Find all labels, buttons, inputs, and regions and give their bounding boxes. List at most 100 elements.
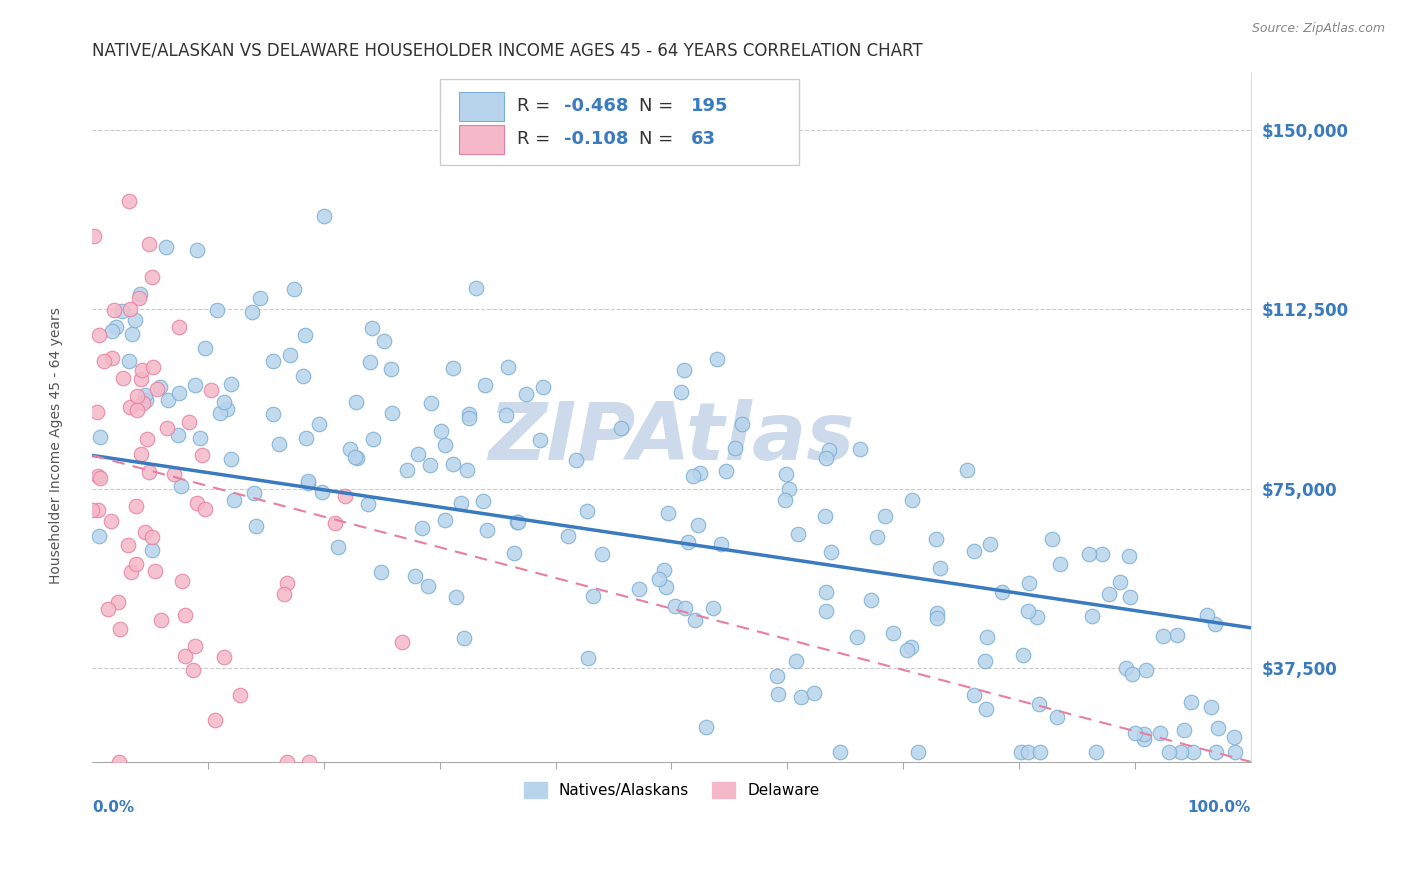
Point bbox=[1025, 610, 1047, 624]
Point bbox=[1018, 575, 1040, 590]
Point bbox=[361, 432, 384, 446]
Point bbox=[89, 471, 111, 485]
Point bbox=[706, 352, 728, 367]
Point bbox=[344, 394, 367, 409]
Point bbox=[83, 228, 105, 243]
Point bbox=[477, 523, 499, 537]
Point bbox=[419, 396, 441, 410]
Point bbox=[531, 380, 554, 394]
Point bbox=[87, 469, 110, 483]
Point bbox=[212, 395, 235, 409]
Point bbox=[505, 515, 527, 529]
Point bbox=[134, 388, 156, 402]
Point bbox=[787, 527, 810, 541]
Point bbox=[974, 654, 997, 668]
Point bbox=[648, 572, 671, 586]
Point bbox=[150, 613, 173, 627]
Text: 195: 195 bbox=[692, 97, 728, 115]
Point bbox=[136, 432, 159, 446]
Point bbox=[683, 613, 706, 627]
Point bbox=[380, 361, 402, 376]
Point bbox=[956, 462, 979, 476]
Point bbox=[882, 626, 904, 640]
Point bbox=[155, 240, 177, 254]
Point bbox=[873, 509, 896, 524]
Point bbox=[1123, 726, 1146, 740]
Text: Householder Income Ages 45 - 64 years: Householder Income Ages 45 - 64 years bbox=[49, 308, 63, 584]
Point bbox=[1159, 745, 1181, 759]
Point bbox=[243, 486, 266, 500]
Point bbox=[859, 593, 882, 607]
Point bbox=[1081, 609, 1104, 624]
Bar bbox=[460, 125, 503, 153]
Point bbox=[925, 532, 948, 546]
Point bbox=[416, 579, 439, 593]
Point bbox=[93, 353, 115, 368]
Bar bbox=[460, 92, 503, 120]
Point bbox=[333, 489, 356, 503]
Point bbox=[927, 611, 949, 625]
Point bbox=[101, 351, 124, 366]
Point bbox=[502, 546, 524, 560]
Point bbox=[419, 458, 441, 472]
Text: N =: N = bbox=[638, 130, 679, 148]
Point bbox=[143, 564, 166, 578]
Point bbox=[1109, 575, 1132, 590]
Point bbox=[1028, 698, 1050, 712]
Point bbox=[117, 538, 139, 552]
Point bbox=[283, 282, 305, 296]
Point bbox=[125, 389, 148, 403]
Legend: Natives/Alaskans, Delaware: Natives/Alaskans, Delaware bbox=[516, 774, 827, 805]
Point bbox=[820, 545, 842, 559]
Point bbox=[929, 561, 952, 575]
Point bbox=[105, 320, 128, 334]
Point bbox=[628, 582, 651, 596]
Point bbox=[430, 424, 453, 438]
Point bbox=[146, 383, 169, 397]
Point bbox=[456, 463, 478, 477]
Point bbox=[118, 353, 141, 368]
Point bbox=[89, 430, 111, 444]
Text: NATIVE/ALASKAN VS DELAWARE HOUSEHOLDER INCOME AGES 45 - 64 YEARS CORRELATION CHA: NATIVE/ALASKAN VS DELAWARE HOUSEHOLDER I… bbox=[93, 42, 922, 60]
Text: ZIPAtlas: ZIPAtlas bbox=[488, 399, 855, 477]
Point bbox=[1017, 745, 1039, 759]
Point bbox=[138, 465, 160, 479]
Point bbox=[120, 301, 142, 316]
Point bbox=[672, 363, 695, 377]
Point bbox=[1091, 547, 1114, 561]
Point bbox=[141, 543, 163, 558]
Point bbox=[125, 557, 148, 571]
Point bbox=[508, 515, 530, 529]
Point bbox=[135, 393, 157, 408]
Point bbox=[298, 755, 321, 769]
Point bbox=[141, 530, 163, 544]
Point bbox=[814, 585, 837, 599]
Point bbox=[907, 745, 929, 759]
Point bbox=[121, 326, 143, 341]
Point bbox=[186, 243, 208, 257]
Point bbox=[576, 650, 599, 665]
Point bbox=[128, 286, 150, 301]
Point bbox=[1132, 732, 1154, 747]
Point bbox=[773, 493, 796, 508]
Point bbox=[181, 663, 204, 677]
Point bbox=[979, 537, 1001, 551]
Point bbox=[1205, 745, 1227, 759]
Point bbox=[120, 565, 142, 579]
Point bbox=[1012, 648, 1035, 662]
Point bbox=[790, 690, 813, 705]
Point bbox=[163, 467, 186, 481]
Point bbox=[453, 632, 475, 646]
Point bbox=[142, 360, 165, 375]
Text: 0.0%: 0.0% bbox=[93, 800, 135, 814]
Point bbox=[671, 384, 693, 399]
Point bbox=[111, 303, 134, 318]
Point bbox=[312, 209, 335, 223]
Point bbox=[609, 421, 631, 435]
Point bbox=[962, 688, 984, 702]
Point bbox=[194, 502, 217, 516]
Point bbox=[87, 528, 110, 542]
Point bbox=[278, 348, 301, 362]
Point bbox=[97, 602, 120, 616]
Point bbox=[356, 497, 378, 511]
